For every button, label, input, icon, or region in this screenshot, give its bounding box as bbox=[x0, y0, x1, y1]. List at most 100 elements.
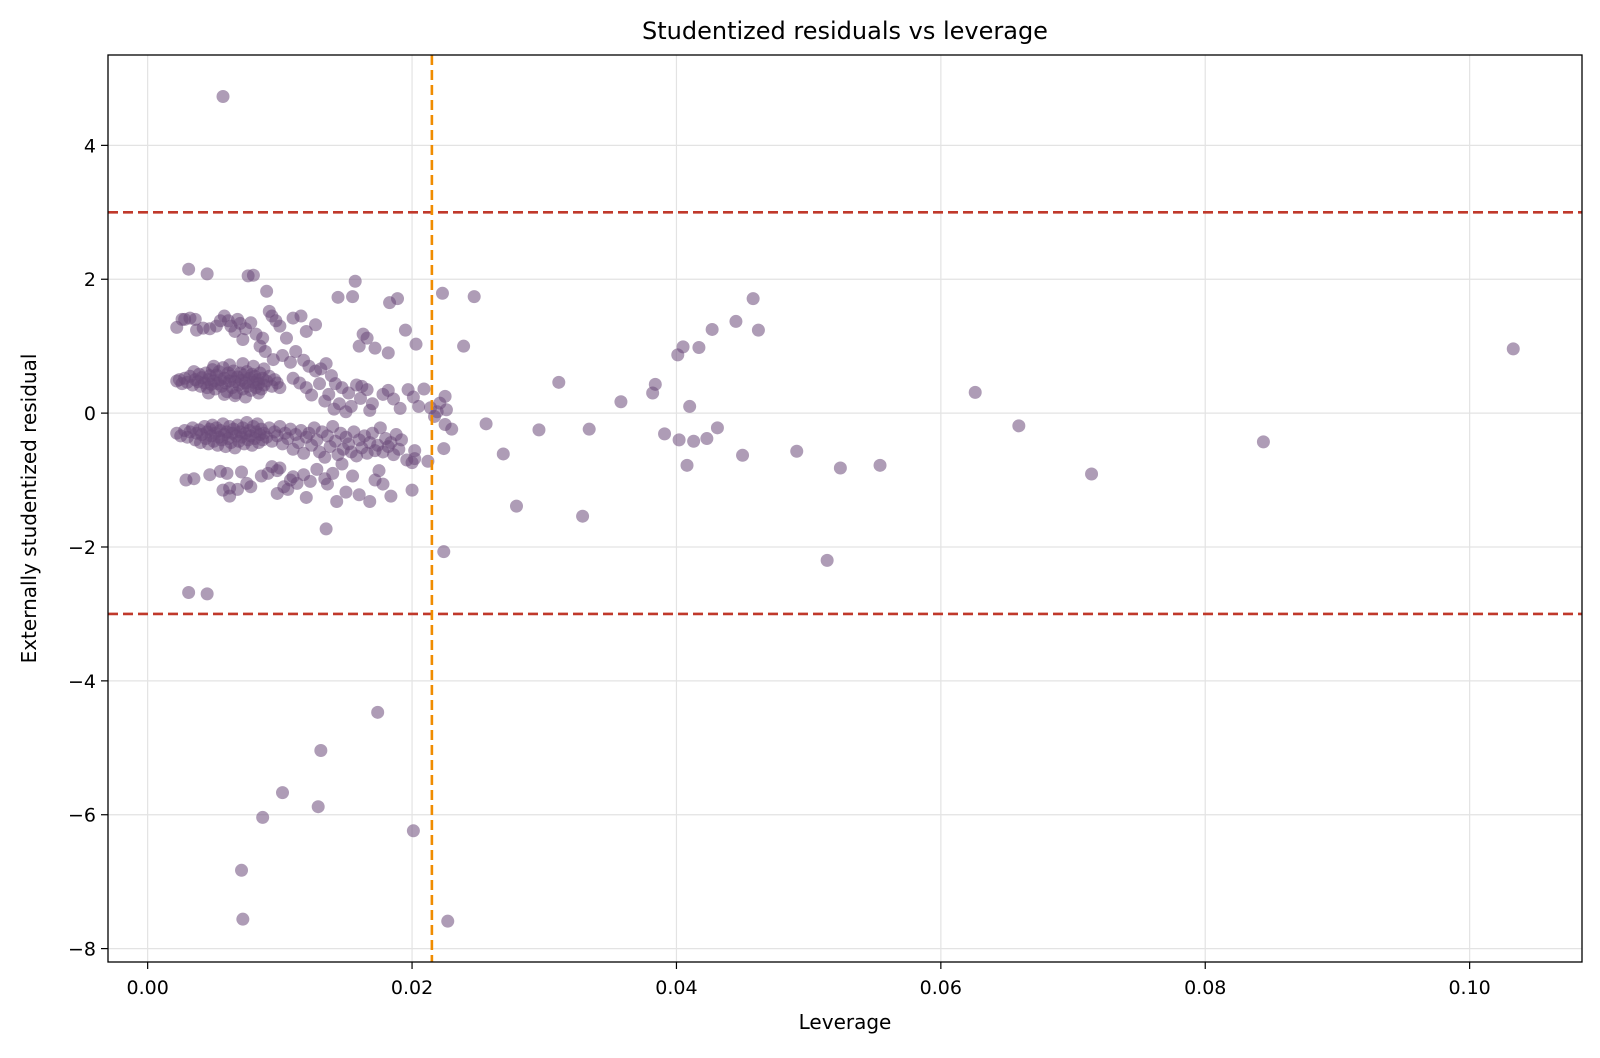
data-point bbox=[751, 323, 765, 337]
data-point bbox=[223, 489, 237, 503]
data-point bbox=[294, 309, 308, 323]
data-point bbox=[238, 390, 252, 404]
data-point bbox=[236, 357, 250, 371]
data-point bbox=[614, 395, 628, 409]
data-point bbox=[207, 359, 221, 373]
data-point bbox=[220, 466, 234, 480]
data-point bbox=[201, 386, 215, 400]
data-point bbox=[256, 331, 270, 345]
data-point bbox=[672, 433, 686, 447]
data-point bbox=[252, 386, 266, 400]
data-point bbox=[346, 469, 360, 483]
data-point bbox=[314, 743, 328, 757]
data-point bbox=[368, 341, 382, 355]
data-point bbox=[344, 399, 358, 413]
data-point bbox=[417, 382, 431, 396]
data-point bbox=[582, 422, 596, 436]
data-point bbox=[405, 483, 419, 497]
data-point bbox=[200, 587, 214, 601]
data-point bbox=[710, 421, 724, 435]
data-point bbox=[648, 377, 662, 391]
data-point bbox=[496, 447, 510, 461]
data-point bbox=[258, 345, 272, 359]
data-point bbox=[188, 312, 202, 326]
x-tick-label: 0.10 bbox=[1448, 977, 1490, 999]
x-tick-label: 0.06 bbox=[920, 977, 962, 999]
data-point bbox=[408, 452, 422, 466]
data-point bbox=[313, 377, 327, 391]
y-axis-label: Externally studentized residual bbox=[17, 354, 41, 664]
data-point bbox=[352, 488, 366, 502]
data-point bbox=[412, 399, 426, 413]
data-point bbox=[438, 389, 452, 403]
data-point bbox=[331, 290, 345, 304]
data-point bbox=[276, 786, 290, 800]
data-point bbox=[658, 427, 672, 441]
data-point bbox=[182, 586, 196, 600]
x-tick-label: 0.02 bbox=[391, 977, 433, 999]
data-point bbox=[790, 444, 804, 458]
data-point bbox=[438, 417, 452, 431]
data-point bbox=[244, 480, 258, 494]
data-point bbox=[676, 340, 690, 354]
data-point bbox=[342, 386, 356, 400]
data-point bbox=[363, 403, 377, 417]
data-point bbox=[246, 359, 260, 373]
x-tick-label: 0.04 bbox=[655, 977, 697, 999]
data-point bbox=[736, 448, 750, 462]
y-tick-label: −6 bbox=[68, 805, 96, 827]
data-point bbox=[373, 421, 387, 435]
data-point bbox=[217, 387, 231, 401]
data-point bbox=[236, 332, 250, 346]
data-point bbox=[873, 458, 887, 472]
y-tick-label: 0 bbox=[84, 403, 96, 425]
data-point bbox=[330, 494, 344, 508]
data-point bbox=[318, 450, 332, 464]
data-point bbox=[820, 553, 834, 567]
data-point bbox=[203, 468, 217, 482]
data-point bbox=[746, 292, 760, 306]
data-point bbox=[437, 442, 451, 456]
data-point bbox=[376, 477, 390, 491]
data-point bbox=[441, 914, 455, 928]
data-point bbox=[235, 465, 249, 479]
data-point bbox=[968, 385, 982, 399]
data-point bbox=[1012, 419, 1026, 433]
data-point bbox=[393, 401, 407, 415]
y-tick-label: 4 bbox=[84, 135, 96, 157]
data-point bbox=[303, 474, 317, 488]
data-point bbox=[398, 323, 412, 337]
x-tick-label: 0.08 bbox=[1184, 977, 1226, 999]
data-point bbox=[1506, 342, 1520, 356]
x-axis-ticks: 0.00 0.02 0.04 0.06 0.08 0.10 bbox=[127, 962, 1491, 999]
data-point bbox=[683, 399, 697, 413]
data-point bbox=[348, 274, 362, 288]
data-point bbox=[335, 457, 349, 471]
data-point bbox=[235, 863, 249, 877]
data-point bbox=[309, 318, 323, 332]
data-point bbox=[310, 462, 324, 476]
y-tick-label: −8 bbox=[68, 939, 96, 961]
data-point bbox=[372, 464, 386, 478]
data-point bbox=[387, 392, 401, 406]
data-point bbox=[279, 331, 293, 345]
plot-frame bbox=[107, 54, 1583, 963]
data-point bbox=[246, 268, 260, 282]
data-point bbox=[384, 489, 398, 503]
data-point bbox=[363, 494, 377, 508]
data-point bbox=[457, 339, 471, 353]
data-point bbox=[532, 423, 546, 437]
data-point bbox=[729, 314, 743, 328]
data-point bbox=[1085, 467, 1099, 481]
data-point bbox=[394, 433, 408, 447]
data-point bbox=[346, 290, 360, 304]
data-point bbox=[467, 290, 481, 304]
data-point bbox=[352, 339, 366, 353]
data-point bbox=[705, 322, 719, 336]
data-point bbox=[326, 466, 340, 480]
data-point bbox=[256, 810, 270, 824]
data-point bbox=[552, 375, 566, 389]
data-point bbox=[273, 319, 287, 333]
